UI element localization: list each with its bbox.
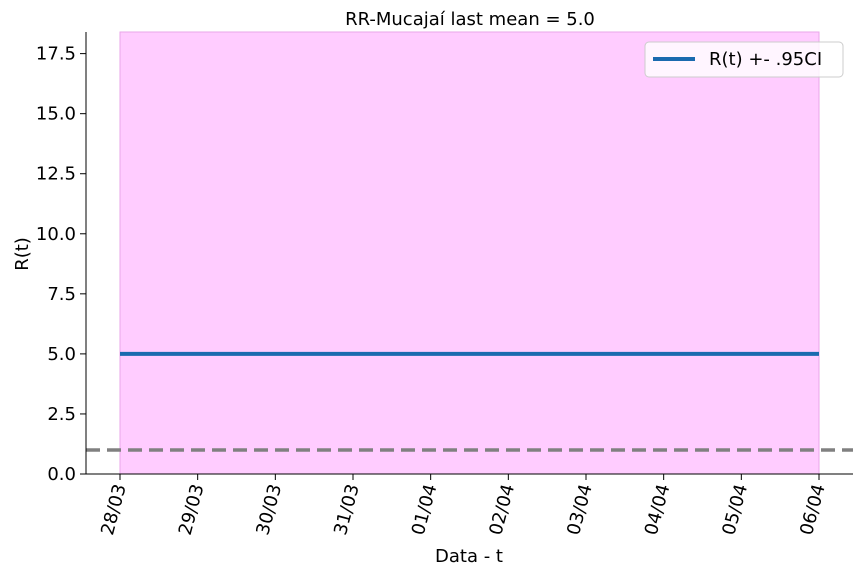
y-tick-label: 10.0 xyxy=(36,224,76,245)
x-tick-label: 28/03 xyxy=(97,482,131,538)
y-ticks: 0.0 2.5 5.0 7.5 10.0 12.5 15.0 17.5 xyxy=(36,44,86,485)
ci-band xyxy=(119,31,820,475)
x-tick-label: 04/04 xyxy=(641,482,675,538)
x-tick-label: 01/04 xyxy=(408,482,442,538)
plot-area xyxy=(86,31,853,475)
y-tick-label: 0.0 xyxy=(47,464,76,485)
x-tick-label: 29/03 xyxy=(175,482,209,538)
legend: R(t) +- .95CI xyxy=(644,41,844,78)
y-tick-label: 17.5 xyxy=(36,44,76,65)
legend-label: R(t) +- .95CI xyxy=(709,49,822,70)
y-tick-label: 12.5 xyxy=(36,164,76,185)
x-tick-label: 30/03 xyxy=(252,482,286,538)
x-tick-label: 02/04 xyxy=(485,482,519,538)
legend-box xyxy=(644,41,844,78)
x-tick-label: 05/04 xyxy=(718,482,752,538)
x-tick-label: 06/04 xyxy=(796,482,830,538)
y-tick-label: 2.5 xyxy=(47,404,76,425)
chart-title: RR-Mucajaí last mean = 5.0 xyxy=(345,9,595,30)
y-tick-label: 15.0 xyxy=(36,104,76,125)
x-tick-label: 31/03 xyxy=(330,482,364,538)
x-ticks: 28/03 29/03 30/03 31/03 01/04 02/04 03/04 04/04… xyxy=(97,474,830,537)
y-tick-label: 5.0 xyxy=(47,344,76,365)
x-tick-label: 03/04 xyxy=(563,482,597,538)
x-axis-label: Data - t xyxy=(435,546,503,567)
y-tick-label: 7.5 xyxy=(47,284,76,305)
y-axis-label: R(t) xyxy=(12,237,33,271)
